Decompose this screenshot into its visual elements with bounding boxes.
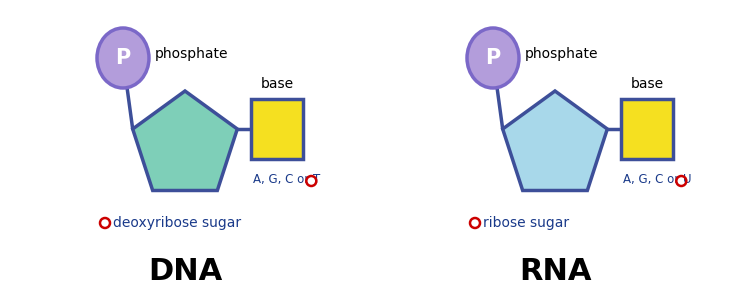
Polygon shape [502,91,608,191]
Text: A, G, C or U: A, G, C or U [623,173,692,186]
Bar [252,99,303,159]
Text: P: P [485,48,501,68]
Text: DNA: DNA [148,257,222,286]
Text: base: base [630,77,664,91]
Text: phosphate: phosphate [525,47,599,61]
Ellipse shape [97,28,149,88]
Bar [622,99,673,159]
Text: RNA: RNA [519,257,591,286]
Text: phosphate: phosphate [155,47,229,61]
Ellipse shape [467,28,519,88]
Text: A, G, C or T: A, G, C or T [253,173,320,186]
Text: ribose sugar: ribose sugar [483,216,569,230]
Text: deoxyribose sugar: deoxyribose sugar [113,216,241,230]
Polygon shape [132,91,238,191]
Text: base: base [260,77,294,91]
Text: P: P [115,48,131,68]
